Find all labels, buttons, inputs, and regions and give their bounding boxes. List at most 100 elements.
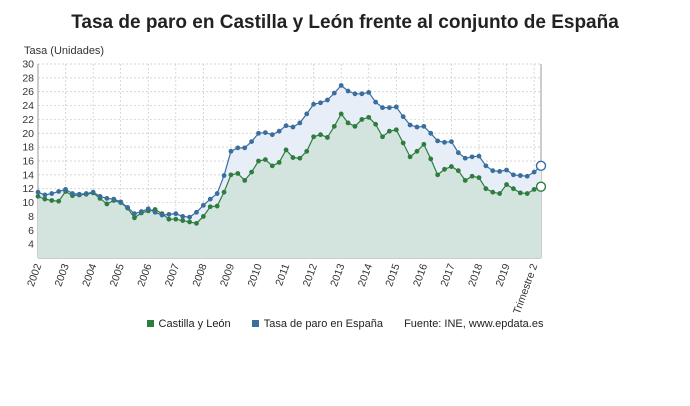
x-tick-label: 2018: [466, 262, 485, 288]
data-point-espana: [442, 139, 447, 145]
last-point-castilla: [535, 181, 547, 192]
data-point-castilla: [352, 123, 358, 129]
data-point-castilla: [393, 127, 399, 133]
chart-title: Tasa de paro en Castilla y León frente a…: [71, 12, 619, 33]
data-point-espana: [366, 90, 372, 95]
data-point-castilla: [524, 191, 530, 196]
data-point-espana: [511, 172, 516, 178]
data-point-espana: [304, 111, 310, 117]
data-point-espana: [421, 123, 427, 129]
data-point-espana: [483, 163, 489, 169]
source-note: Fuente: INE, www.epdata.es: [404, 318, 544, 330]
data-point-espana: [469, 154, 475, 160]
data-point-castilla: [221, 189, 227, 195]
data-point-espana: [207, 196, 213, 202]
data-point-espana: [262, 130, 268, 135]
data-point-castilla: [421, 141, 427, 147]
data-point-espana: [455, 150, 461, 156]
data-point-castilla: [214, 203, 220, 209]
data-point-castilla: [132, 215, 137, 221]
y-tick-label: 8: [28, 211, 34, 223]
data-point-espana: [132, 211, 137, 217]
legend-marker-espana: [251, 320, 259, 327]
legend-item-castilla[interactable]: Castilla y León: [146, 318, 231, 330]
legend-item-espana[interactable]: Tasa de paro en España: [251, 318, 383, 330]
data-point-espana: [194, 209, 199, 215]
data-point-espana: [311, 101, 317, 107]
data-point-espana: [256, 130, 261, 136]
data-point-castilla: [407, 154, 413, 160]
data-point-castilla: [242, 178, 248, 183]
data-point-castilla: [262, 157, 268, 163]
x-tick-label: 2015: [383, 262, 402, 288]
data-point-castilla: [235, 171, 241, 176]
legend-marker-castilla: [146, 320, 154, 327]
data-point-espana: [42, 192, 48, 198]
y-tick-label: 30: [22, 59, 34, 71]
data-point-castilla: [194, 220, 199, 226]
data-point-castilla: [173, 216, 179, 222]
data-point-castilla: [380, 134, 385, 140]
data-point-espana: [56, 189, 62, 194]
data-point-espana: [449, 139, 454, 145]
x-tick-label: 2017: [438, 262, 457, 288]
data-point-espana: [331, 90, 337, 96]
data-point-castilla: [442, 166, 447, 172]
x-tick-label: 2005: [108, 262, 127, 288]
x-tick-label: 2012: [301, 262, 320, 288]
data-point-espana: [524, 173, 530, 179]
data-point-espana: [435, 138, 441, 144]
data-point-castilla: [331, 123, 337, 129]
area-fills: [38, 85, 541, 258]
data-point-castilla: [269, 163, 275, 169]
x-tick-label: 2014: [356, 262, 375, 288]
data-point-espana: [325, 97, 330, 103]
data-point-espana: [173, 211, 179, 217]
legend: Castilla y León Tasa de paro en España F…: [0, 318, 690, 330]
x-tick-label: Trimestre 2: [511, 262, 540, 316]
data-point-espana: [83, 191, 89, 196]
data-point-castilla: [187, 219, 192, 225]
data-point-espana: [373, 99, 379, 105]
data-point-espana: [497, 168, 503, 174]
data-point-espana: [297, 120, 303, 126]
data-point-castilla: [359, 117, 365, 122]
data-point-castilla: [249, 169, 255, 175]
data-point-espana: [235, 145, 241, 151]
data-point-espana: [111, 196, 117, 202]
data-point-castilla: [42, 196, 48, 202]
data-point-espana: [531, 169, 537, 175]
y-tick-label: 24: [22, 100, 34, 112]
data-point-espana: [400, 114, 406, 120]
data-point-espana: [118, 199, 124, 205]
data-point-castilla: [504, 182, 509, 187]
data-point-castilla: [104, 201, 110, 207]
data-point-espana: [318, 100, 323, 106]
data-point-espana: [283, 123, 289, 129]
data-point-castilla: [207, 204, 213, 210]
data-point-espana: [49, 191, 55, 196]
data-point-castilla: [297, 155, 303, 161]
data-point-espana: [338, 83, 344, 88]
y-tick-label: 18: [22, 142, 34, 154]
data-point-espana: [187, 214, 192, 220]
data-point-espana: [269, 132, 275, 138]
data-point-castilla: [455, 168, 461, 174]
x-tick-label: 2019: [494, 262, 513, 288]
data-point-espana: [35, 189, 41, 195]
y-axis-label: Tasa (Unidades): [24, 45, 104, 57]
data-point-espana: [490, 168, 496, 174]
y-tick-label: 10: [22, 197, 34, 209]
data-point-espana: [228, 148, 234, 154]
data-point-espana: [180, 214, 186, 219]
data-point-castilla: [180, 218, 186, 223]
y-tick-label: 22: [22, 114, 34, 126]
data-point-espana: [76, 191, 82, 197]
data-point-espana: [104, 196, 110, 201]
data-point-espana: [145, 206, 151, 212]
data-point-espana: [407, 122, 413, 128]
data-point-castilla: [428, 156, 434, 162]
data-point-espana: [359, 91, 365, 97]
legend-label-castilla: Castilla y León: [158, 318, 231, 330]
x-axis-ticks: 2002 2003 2004 2005 2006 2007 2008 2009 2010 2011…: [25, 262, 540, 316]
